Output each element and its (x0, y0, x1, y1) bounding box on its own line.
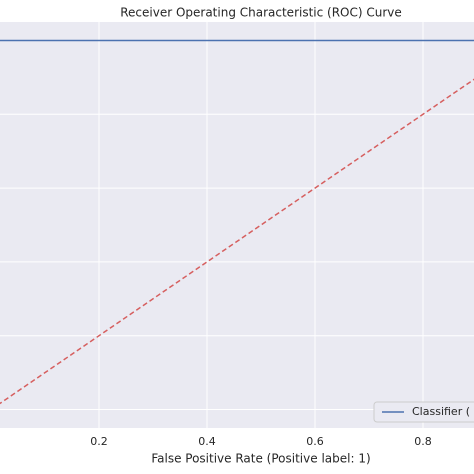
x-tick-label: 0.4 (198, 435, 216, 448)
plot-area (0, 22, 474, 428)
x-tick-label: 0.6 (306, 435, 324, 448)
chart-title: Receiver Operating Characteristic (ROC) … (120, 6, 402, 20)
roc-line (0, 39, 474, 42)
x-tick-label: 0.2 (90, 435, 108, 448)
legend-label: Classifier ( (412, 405, 470, 418)
legend-box (373, 401, 474, 423)
reference-line (0, 78, 474, 405)
x-tick-label: 0.8 (414, 435, 432, 448)
x-axis-label: False Positive Rate (Positive label: 1) (151, 452, 370, 466)
